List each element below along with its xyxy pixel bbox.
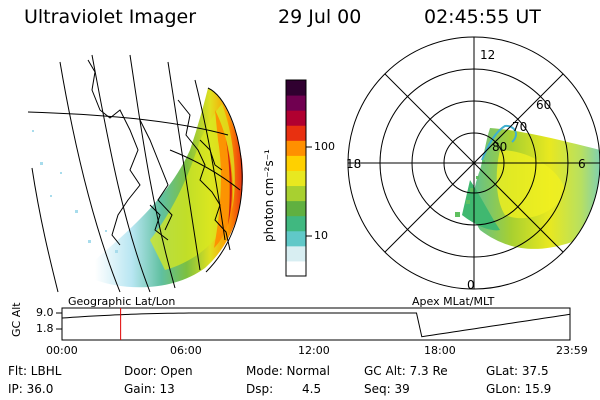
date-label: 29 Jul 00 <box>278 6 362 28</box>
dsp-value: 4.5 <box>302 382 322 396</box>
colorbar-segment <box>286 125 306 141</box>
colorbar-segment <box>286 200 306 217</box>
orbit-xtick-0000: 00:00 <box>46 344 78 357</box>
coastlines <box>87 59 231 251</box>
glon-info: GLon: 15.9 <box>486 382 552 396</box>
gc-alt-info: GC Alt: 7.3 Re <box>364 364 448 378</box>
orbit-ylabel: GC Alt <box>10 302 23 337</box>
dsp-info: Dsp: <box>246 382 274 396</box>
lat-label-70: 70 <box>512 120 528 134</box>
geographic-grid <box>27 54 241 293</box>
mlt-label-18: 18 <box>346 157 362 171</box>
colorbar-segment <box>286 170 306 187</box>
polar-panel-caption: Apex MLat/MLT <box>412 295 495 308</box>
colorbar-segment <box>286 215 306 232</box>
orbit-xtick-1800: 18:00 <box>424 344 456 357</box>
geo-panel-caption: Geographic Lat/Lon <box>68 295 176 308</box>
colorbar-segment <box>286 185 306 202</box>
orbit-altitude-curve <box>61 312 571 338</box>
filter-info: Flt: LBHL <box>8 364 62 378</box>
lat-label-60: 60 <box>536 98 552 112</box>
colorbar-tick-100: 100 <box>314 140 335 153</box>
gain-info: Gain: 13 <box>124 382 175 396</box>
colorbar-segment <box>286 230 306 247</box>
colorbar-segment <box>286 245 306 262</box>
ip-info: IP: 36.0 <box>8 382 54 396</box>
seq-info: Seq: 39 <box>364 382 410 396</box>
colorbar-segment <box>286 155 306 171</box>
orbit-xtick-1200: 12:00 <box>298 344 330 357</box>
polar-speckles <box>455 160 485 217</box>
background-noise <box>32 130 118 253</box>
colorbar-segment <box>286 140 306 156</box>
mlt-label-0: 0 <box>467 278 475 292</box>
orbit-ytick-1-8: 1.8 <box>36 322 54 335</box>
colorbar-segment <box>286 80 306 96</box>
colorbar-segment <box>286 110 306 126</box>
colorbar-segment <box>286 260 306 277</box>
colorbar-tick-10: 10 <box>314 229 328 242</box>
earth-limb <box>205 87 243 273</box>
time-label: 02:45:55 UT <box>424 6 541 28</box>
orbit-ytick-9: 9.0 <box>36 306 54 319</box>
app-title: Ultraviolet Imager <box>24 6 197 28</box>
orbit-xtick-0600: 06:00 <box>170 344 202 357</box>
lat-label-80: 80 <box>492 140 508 154</box>
polar-grid <box>347 36 600 290</box>
mlt-label-6: 6 <box>578 157 586 171</box>
door-info: Door: Open <box>124 364 193 378</box>
mode-info: Mode: Normal <box>246 364 330 378</box>
mlt-label-12: 12 <box>480 48 496 62</box>
polar-oval-boundary <box>481 124 517 161</box>
glat-info: GLat: 37.5 <box>486 364 549 378</box>
orbit-xtick-2359: 23:59 <box>556 344 588 357</box>
colorbar-segment <box>286 95 306 111</box>
